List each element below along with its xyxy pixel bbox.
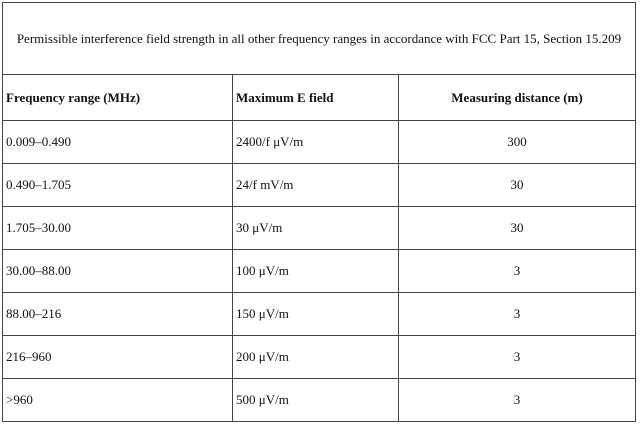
table-body: Permissible interference field strength …	[2, 2, 636, 422]
header-cell: Measuring distance (m)	[398, 74, 636, 121]
table-title: Permissible interference field strength …	[2, 2, 636, 75]
data-row: 0.009–0.490 2400/f μV/m 300	[2, 120, 636, 164]
table-cell: 100 μV/m	[232, 249, 399, 293]
data-row: 0.490–1.705 24/f mV/m 30	[2, 163, 636, 207]
table-cell: 30	[398, 163, 636, 207]
table-cell: 3	[398, 378, 636, 422]
table-cell: 500 μV/m	[232, 378, 399, 422]
table-cell: 30	[398, 206, 636, 250]
table-cell: 30 μV/m	[232, 206, 399, 250]
table-cell: 2400/f μV/m	[232, 120, 399, 164]
table-cell: 3	[398, 249, 636, 293]
data-row: >960 500 μV/m 3	[2, 378, 636, 422]
fcc-table: Permissible interference field strength …	[2, 2, 636, 422]
table-cell: 3	[398, 292, 636, 336]
data-row: 216–960 200 μV/m 3	[2, 335, 636, 379]
table-cell: 300	[398, 120, 636, 164]
data-row: 30.00–88.00 100 μV/m 3	[2, 249, 636, 293]
table-cell: 200 μV/m	[232, 335, 399, 379]
table-cell: 150 μV/m	[232, 292, 399, 336]
table-cell: 24/f mV/m	[232, 163, 399, 207]
table-cell: 3	[398, 335, 636, 379]
data-row: 88.00–216 150 μV/m 3	[2, 292, 636, 336]
header-cell: Frequency range (MHz)	[2, 74, 233, 121]
table-cell: 216–960	[2, 335, 233, 379]
header-row: Frequency range (MHz) Maximum E field Me…	[2, 74, 636, 121]
table-cell: 30.00–88.00	[2, 249, 233, 293]
data-row: 1.705–30.00 30 μV/m 30	[2, 206, 636, 250]
table-cell: 1.705–30.00	[2, 206, 233, 250]
table-cell: 0.490–1.705	[2, 163, 233, 207]
table-cell: 0.009–0.490	[2, 120, 233, 164]
table-cell: 88.00–216	[2, 292, 233, 336]
table-cell: >960	[2, 378, 233, 422]
title-row: Permissible interference field strength …	[2, 2, 636, 75]
header-cell: Maximum E field	[232, 74, 399, 121]
